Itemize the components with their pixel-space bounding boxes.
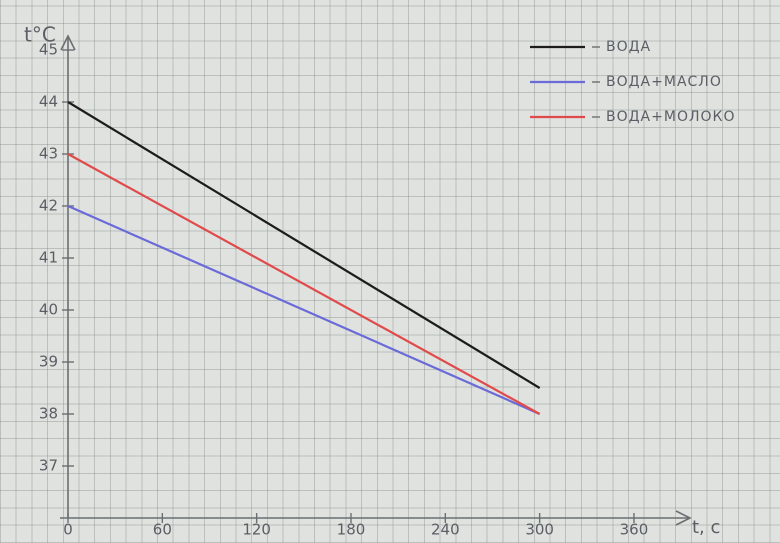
x-tick-label: 300: [525, 521, 554, 539]
y-tick-label: 38: [39, 405, 58, 423]
y-tick-label: 44: [39, 93, 58, 111]
legend: ВОДА ВОДА+МАСЛО ВОДА+МОЛОКО: [530, 39, 735, 125]
x-axis-arrow: [675, 510, 692, 526]
series-line: [67, 153, 541, 415]
x-axis-label: t, c: [692, 517, 720, 538]
x-tick-label: 0: [63, 521, 73, 539]
y-tick-label: 42: [39, 197, 58, 215]
legend-label: ВОДА: [606, 39, 651, 55]
x-tick-label: 360: [620, 521, 649, 539]
y-tick-label: 41: [39, 249, 58, 267]
y-tick-label: 37: [39, 457, 58, 475]
series-line: [67, 101, 541, 389]
x-tick-label: 240: [431, 521, 460, 539]
x-tick-label: 180: [337, 521, 366, 539]
y-axis-arrow: [60, 34, 76, 51]
y-tick-label: 40: [39, 301, 58, 319]
legend-label: ВОДА+МОЛОКО: [606, 109, 735, 125]
x-tick-label: 120: [242, 521, 271, 539]
series-line: [67, 204, 541, 416]
y-tick-label: 39: [39, 353, 58, 371]
x-tick-label: 60: [153, 521, 172, 539]
y-tick-label: 45: [39, 41, 58, 59]
y-tick-label: 43: [39, 145, 58, 163]
legend-label: ВОДА+МАСЛО: [606, 74, 722, 90]
y-axis-label: t°C: [24, 23, 56, 47]
